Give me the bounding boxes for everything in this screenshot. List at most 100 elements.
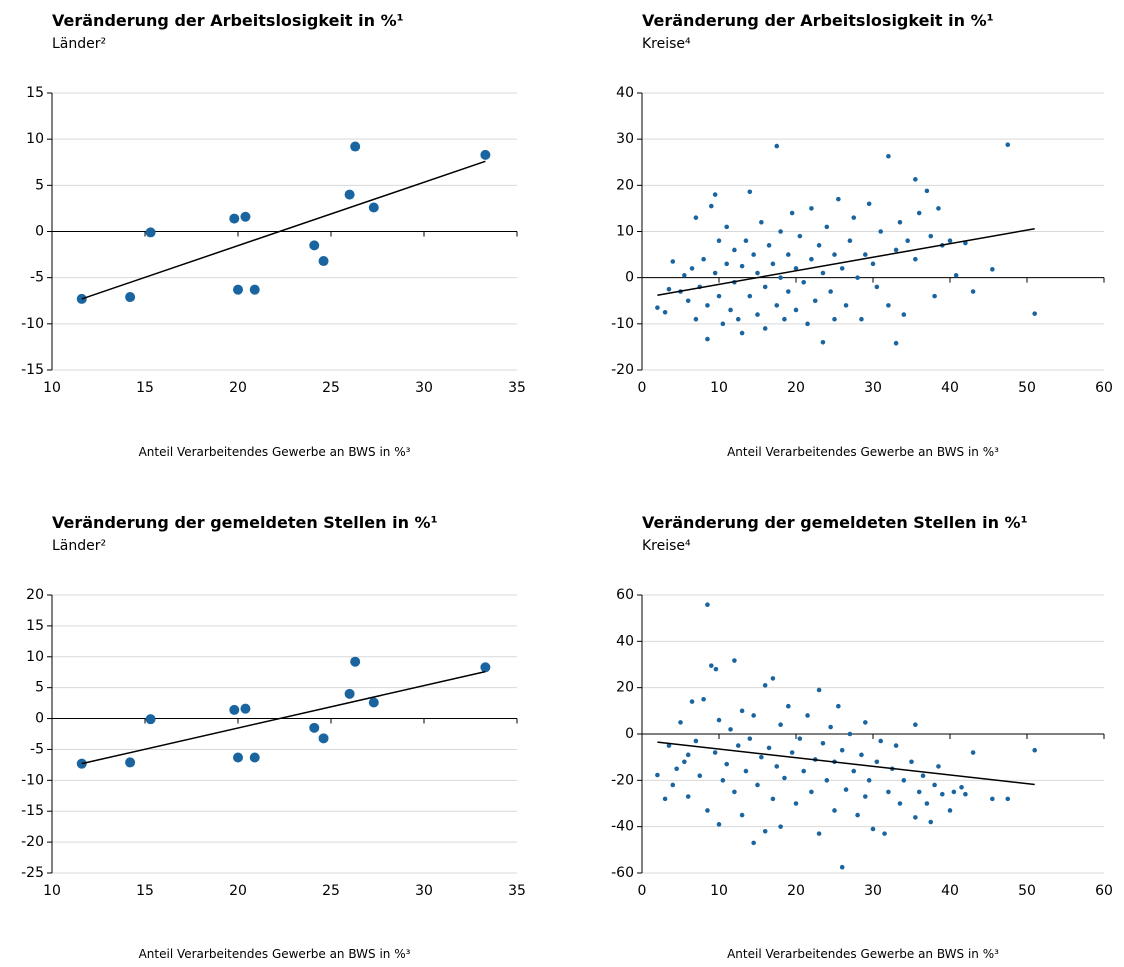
point [824,778,830,783]
point [368,202,379,213]
point [905,238,910,244]
point [689,266,695,271]
point [859,752,864,758]
x-tick-label: 20 [787,883,805,899]
point [920,773,926,778]
y-tick-label: 20 [616,177,634,193]
x-tick-label: 35 [508,883,526,899]
point [678,720,683,725]
point [743,238,749,244]
point [739,263,745,269]
point [762,683,768,688]
point [886,153,891,159]
x-tick-label: 35 [508,380,526,396]
point [839,266,845,271]
point [828,289,833,294]
point [801,279,806,285]
x-axis-label: Anteil Verarbeitendes Gewerbe an BWS in … [727,947,999,961]
trend-line [81,160,486,300]
x-tick-label: 20 [229,883,247,899]
point [701,696,706,702]
point [716,238,722,244]
point [878,738,883,744]
y-tick-label: -40 [611,819,634,835]
point [947,808,953,813]
y-tick-label: 10 [616,224,634,240]
point [739,708,745,714]
point [762,326,768,331]
x-tick-label: 60 [1095,380,1113,396]
point [712,270,718,276]
point [662,796,668,802]
chart-title: Veränderung der gemeldeten Stellen in %¹ [642,513,1028,532]
point [705,303,710,308]
point [693,738,699,744]
point [809,256,814,262]
point [747,293,753,299]
point [924,801,930,806]
point [739,330,745,336]
point [816,687,822,693]
x-tick-label: 40 [941,883,959,899]
point [828,724,833,730]
x-tick-label: 50 [1018,380,1036,396]
y-tick-label: 15 [26,85,44,101]
x-axis-label: Anteil Verarbeitendes Gewerbe an BWS in … [139,947,411,961]
x-tick-label: 10 [43,380,61,396]
point [928,233,934,239]
point [851,768,857,774]
point [705,336,710,342]
point [705,808,710,813]
point [863,794,868,799]
point [712,192,718,197]
y-tick-label: 0 [625,726,634,742]
point [793,307,799,313]
x-tick-label: 0 [638,380,647,396]
point [913,177,918,182]
point [970,289,976,294]
y-tick-label: 0 [625,270,634,286]
point [145,714,156,725]
y-tick-label: 5 [35,680,44,696]
point [743,768,749,774]
point [778,229,783,234]
x-tick-label: 30 [864,883,882,899]
point [932,293,937,299]
point [820,270,826,276]
y-tick-label: -60 [611,865,634,881]
point [913,256,918,262]
chart-subtitle: Länder² [52,538,106,554]
point [751,840,756,846]
y-tick-label: -10 [21,772,44,788]
point [724,761,729,767]
point [713,666,719,672]
y-tick-label: -10 [611,316,634,332]
point [936,764,941,769]
point [824,224,830,230]
point [874,284,880,290]
point [751,252,756,257]
point [859,316,864,322]
point [770,676,776,681]
point [820,740,826,746]
point [847,731,853,737]
point [778,824,783,829]
point [947,238,953,244]
point [786,703,791,709]
point [909,759,914,765]
point [655,305,660,310]
point [309,722,320,733]
chart-title: Veränderung der Arbeitslosigkeit in %¹ [52,11,404,30]
point [712,750,718,755]
point [953,273,959,278]
point [812,298,818,304]
point [480,662,491,673]
x-tick-label: 0 [638,883,647,899]
point [805,713,810,718]
point [755,312,760,317]
y-tick-label: 10 [26,131,44,147]
point [739,812,745,818]
point [866,201,872,207]
x-tick-label: 60 [1095,883,1113,899]
point [951,789,957,795]
